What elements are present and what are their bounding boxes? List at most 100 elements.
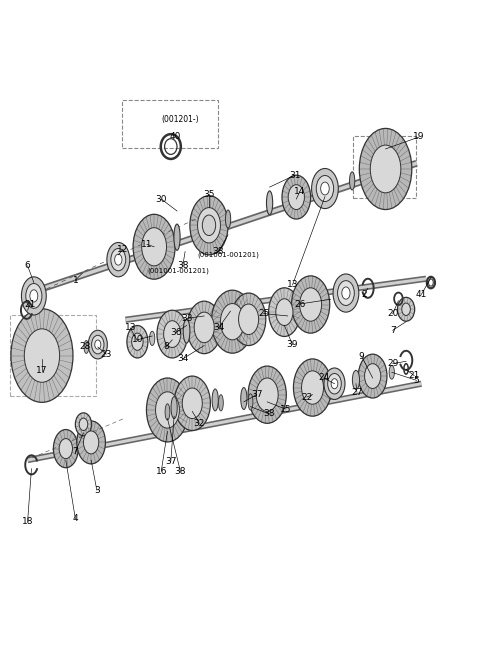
Text: 4: 4 — [72, 514, 78, 523]
Ellipse shape — [312, 169, 338, 208]
Text: 37: 37 — [251, 390, 263, 399]
Ellipse shape — [11, 309, 73, 402]
Text: 22: 22 — [301, 393, 312, 402]
Ellipse shape — [156, 392, 180, 428]
Ellipse shape — [352, 370, 360, 389]
Text: 38: 38 — [263, 409, 275, 419]
Ellipse shape — [24, 329, 60, 382]
Ellipse shape — [226, 210, 231, 228]
Ellipse shape — [276, 299, 293, 326]
Text: 23: 23 — [101, 350, 112, 359]
Ellipse shape — [256, 378, 278, 411]
Ellipse shape — [75, 413, 92, 436]
Ellipse shape — [115, 254, 122, 265]
Text: 30: 30 — [156, 195, 167, 204]
Ellipse shape — [349, 172, 355, 190]
Text: 37: 37 — [165, 457, 177, 466]
Text: 13: 13 — [287, 281, 298, 290]
Ellipse shape — [133, 214, 175, 279]
Text: 19: 19 — [413, 133, 425, 141]
Ellipse shape — [59, 439, 72, 459]
Ellipse shape — [239, 304, 259, 335]
Ellipse shape — [266, 191, 273, 215]
Ellipse shape — [282, 175, 311, 219]
Ellipse shape — [107, 242, 130, 277]
Text: 14: 14 — [294, 187, 305, 197]
Ellipse shape — [370, 145, 401, 193]
Ellipse shape — [22, 277, 46, 315]
Ellipse shape — [397, 298, 415, 321]
Ellipse shape — [127, 326, 148, 358]
Ellipse shape — [337, 281, 354, 305]
Ellipse shape — [328, 374, 341, 394]
Ellipse shape — [171, 396, 177, 419]
Text: 35: 35 — [203, 189, 215, 199]
Ellipse shape — [84, 431, 99, 454]
Ellipse shape — [248, 394, 253, 410]
Ellipse shape — [111, 249, 126, 271]
Text: 24: 24 — [318, 374, 329, 383]
Text: 27: 27 — [351, 388, 362, 397]
Text: 1: 1 — [72, 275, 78, 284]
Text: 11: 11 — [141, 240, 153, 249]
Text: 26: 26 — [294, 299, 305, 309]
Ellipse shape — [212, 389, 218, 411]
Text: 18: 18 — [22, 517, 34, 525]
Ellipse shape — [211, 290, 253, 353]
Text: 40: 40 — [170, 133, 181, 141]
Ellipse shape — [26, 283, 42, 309]
Ellipse shape — [331, 379, 338, 389]
Ellipse shape — [359, 354, 387, 398]
Ellipse shape — [132, 333, 143, 350]
Ellipse shape — [157, 311, 188, 358]
Ellipse shape — [190, 196, 228, 255]
Text: 3: 3 — [94, 486, 100, 495]
Text: 31: 31 — [289, 171, 300, 180]
Text: 34: 34 — [177, 354, 189, 363]
Text: 12: 12 — [118, 245, 129, 254]
Text: 38: 38 — [213, 247, 224, 256]
Text: 32: 32 — [194, 419, 205, 428]
Ellipse shape — [174, 376, 210, 430]
Ellipse shape — [240, 387, 247, 409]
Ellipse shape — [288, 185, 304, 210]
Text: 6: 6 — [25, 261, 31, 270]
Text: 5: 5 — [414, 376, 420, 385]
Text: 7: 7 — [390, 326, 396, 335]
Text: 25: 25 — [258, 309, 270, 318]
Ellipse shape — [248, 366, 286, 423]
Ellipse shape — [183, 319, 190, 343]
Text: 28: 28 — [79, 342, 91, 352]
Text: 38: 38 — [175, 467, 186, 475]
Ellipse shape — [301, 371, 324, 404]
Ellipse shape — [202, 215, 216, 236]
Ellipse shape — [324, 368, 345, 400]
Ellipse shape — [194, 312, 214, 342]
Text: 13: 13 — [124, 324, 136, 333]
Ellipse shape — [316, 176, 334, 202]
Ellipse shape — [321, 182, 329, 195]
Text: 7: 7 — [72, 447, 78, 456]
Ellipse shape — [333, 274, 359, 312]
Text: 21: 21 — [408, 371, 420, 380]
Ellipse shape — [150, 331, 155, 346]
Ellipse shape — [92, 335, 104, 354]
Ellipse shape — [300, 288, 322, 321]
Ellipse shape — [342, 287, 350, 299]
Ellipse shape — [146, 378, 189, 442]
Text: (001001-001201): (001001-001201) — [147, 268, 209, 274]
Text: 17: 17 — [36, 367, 48, 376]
Text: 8: 8 — [163, 342, 169, 352]
Ellipse shape — [165, 404, 170, 420]
Ellipse shape — [174, 224, 180, 251]
Ellipse shape — [291, 276, 330, 333]
Text: 10: 10 — [132, 335, 143, 344]
Ellipse shape — [402, 303, 410, 316]
Text: 38: 38 — [177, 261, 189, 270]
Ellipse shape — [88, 330, 108, 359]
Ellipse shape — [389, 365, 395, 379]
Ellipse shape — [142, 228, 167, 266]
Ellipse shape — [164, 321, 181, 348]
Text: 33: 33 — [182, 314, 193, 323]
Ellipse shape — [95, 340, 101, 349]
